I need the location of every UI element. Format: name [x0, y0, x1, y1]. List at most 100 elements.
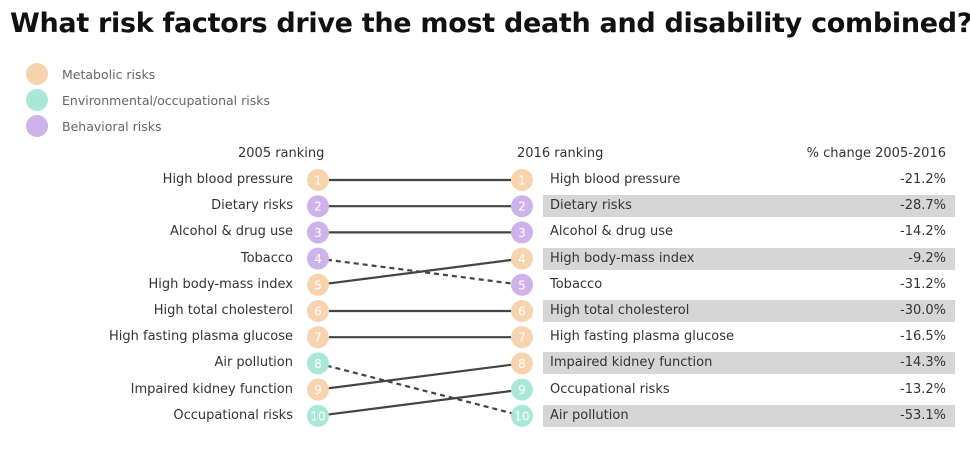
rank-marker-2016: 4 — [511, 247, 533, 270]
rank-circle — [307, 352, 329, 375]
label-2005: Occupational risks — [173, 407, 293, 423]
chart-title: What risk factors drive the most death a… — [10, 8, 970, 39]
rank-circle — [307, 326, 329, 349]
slope-line — [317, 362, 523, 417]
rank-number: 7 — [314, 331, 322, 345]
label-2016: Alcohol & drug use — [550, 224, 674, 240]
rank-number: 10 — [514, 409, 529, 423]
label-2005: High total cholesterol — [153, 303, 293, 318]
rank-circle — [511, 195, 533, 218]
rank-marker-2016: 8 — [511, 352, 533, 375]
label-2005: High fasting plasma glucose — [109, 329, 293, 345]
rank-marker-2016: 6 — [511, 300, 533, 322]
rank-circle — [511, 169, 533, 191]
rank-circle — [511, 221, 533, 244]
row-highlight-bar — [543, 247, 955, 270]
label-2005: Alcohol & drug use — [169, 224, 293, 240]
rank-marker-2016: 10 — [511, 404, 533, 427]
change-value: -31.2% — [900, 276, 946, 292]
label-2016: Tobacco — [550, 276, 603, 292]
slope-line — [317, 257, 523, 286]
rank-marker-2005: 1 — [307, 169, 329, 191]
rank-circle — [307, 300, 329, 322]
rank-number: 5 — [314, 278, 322, 292]
rank-marker-2005: 2 — [307, 195, 329, 218]
rank-marker-2016: 3 — [511, 221, 533, 244]
label-2005: Air pollution — [214, 355, 293, 371]
rank-circle — [307, 169, 329, 191]
rank-circle — [511, 273, 533, 296]
row-highlight-bar — [543, 300, 955, 322]
rank-number: 10 — [310, 409, 325, 423]
rank-marker-2016: 2 — [511, 195, 533, 218]
rank-number: 9 — [314, 383, 322, 397]
row-highlight-bar — [543, 195, 955, 218]
slope-line — [317, 362, 523, 391]
header-2005: 2005 ranking — [238, 146, 325, 161]
rank-number: 2 — [518, 200, 526, 214]
rank-circle — [511, 378, 533, 401]
label-2016: Dietary risks — [550, 198, 632, 214]
label-2016: Impaired kidney function — [550, 355, 713, 371]
rank-number: 4 — [314, 252, 322, 266]
rank-number: 6 — [314, 305, 322, 319]
rank-circle — [307, 273, 329, 296]
rank-number: 3 — [314, 226, 322, 240]
rank-marker-2005: 8 — [307, 352, 329, 375]
legend-dot-environmental — [26, 89, 48, 111]
rank-number: 4 — [518, 252, 526, 266]
legend-dot-metabolic — [26, 63, 48, 85]
rank-marker-2005: 5 — [307, 273, 329, 296]
row-highlight-bar — [543, 404, 955, 427]
rank-marker-2005: 3 — [307, 221, 329, 244]
rank-circle — [511, 326, 533, 349]
rank-circle — [307, 195, 329, 218]
rank-circle — [307, 247, 329, 270]
change-value: -13.2% — [900, 381, 946, 397]
change-value: -14.3% — [900, 355, 946, 371]
legend-item-metabolic: Metabolic risks — [26, 63, 155, 85]
header-2016: 2016 ranking — [517, 146, 604, 161]
change-value: -9.2% — [908, 250, 946, 266]
change-value: -21.2% — [900, 172, 946, 187]
label-2016: High total cholesterol — [550, 303, 690, 318]
rank-marker-2005: 4 — [307, 247, 329, 270]
rank-number: 8 — [518, 357, 526, 371]
label-2016: Air pollution — [550, 407, 629, 423]
label-2005: Dietary risks — [211, 198, 293, 214]
rank-number: 1 — [518, 174, 526, 188]
rank-number: 8 — [314, 357, 322, 371]
rank-number: 1 — [314, 174, 322, 188]
rank-marker-2016: 7 — [511, 326, 533, 349]
change-value: -14.2% — [900, 224, 946, 240]
rank-circle — [511, 352, 533, 375]
label-2016: High fasting plasma glucose — [550, 329, 734, 345]
legend-dot-behavioral — [26, 115, 48, 137]
rank-number: 7 — [518, 331, 526, 345]
rank-circle — [511, 404, 533, 427]
change-value: -16.5% — [900, 329, 946, 345]
label-2016: Occupational risks — [550, 381, 670, 397]
legend-label: Behavioral risks — [62, 118, 162, 134]
rank-circle — [307, 378, 329, 401]
label-2005: High body-mass index — [148, 276, 294, 292]
change-value: -28.7% — [900, 198, 946, 214]
label-2005: Impaired kidney function — [130, 381, 293, 397]
rank-number: 3 — [518, 226, 526, 240]
row-highlight-bar — [543, 352, 955, 375]
label-2016: High blood pressure — [550, 172, 681, 187]
label-2005: High blood pressure — [162, 172, 293, 187]
header-change: % change 2005-2016 — [806, 146, 946, 161]
rank-number: 9 — [518, 383, 526, 397]
slope-line — [317, 388, 523, 417]
legend-item-environmental: Environmental/occupational risks — [26, 89, 270, 111]
rank-circle — [307, 404, 329, 427]
rank-circle — [511, 300, 533, 322]
label-2005: Tobacco — [240, 250, 293, 266]
legend-label: Environmental/occupational risks — [62, 92, 270, 108]
rank-number: 6 — [518, 305, 526, 319]
change-value: -30.0% — [900, 303, 946, 318]
rank-marker-2005: 7 — [307, 326, 329, 349]
